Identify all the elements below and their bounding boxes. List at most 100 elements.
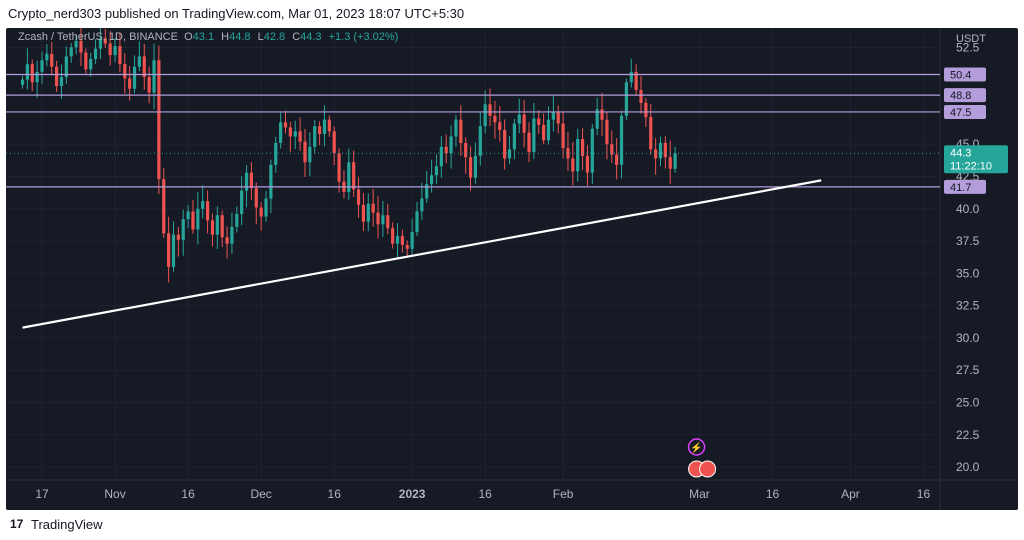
candle-body — [537, 118, 541, 125]
candle-body — [430, 175, 434, 185]
candle-body — [84, 52, 88, 70]
candle-body — [605, 119, 609, 145]
trendline — [22, 179, 822, 329]
open-label: O — [184, 31, 193, 43]
candle-body — [147, 77, 151, 93]
candle-body — [191, 211, 195, 230]
candle-body — [25, 64, 29, 80]
candle-body — [639, 89, 643, 103]
candle-body — [619, 115, 624, 165]
candle-body — [142, 56, 146, 78]
candle-body — [196, 208, 200, 230]
y-tick-label: 35.0 — [956, 266, 980, 280]
candle-body — [503, 130, 507, 159]
candle-body — [254, 188, 258, 208]
y-tick-label: 30.0 — [956, 331, 980, 345]
candle-body — [444, 146, 448, 154]
candle-body — [225, 237, 229, 244]
tradingview-brand[interactable]: TradingView — [31, 517, 103, 532]
candle-body — [118, 46, 122, 65]
candle-body — [590, 128, 594, 173]
candle-body — [152, 60, 156, 93]
level-label: 48.8 — [950, 90, 971, 102]
candle-body — [551, 111, 555, 120]
candle-body — [600, 109, 604, 120]
candle-body — [89, 58, 93, 70]
close-value: 44.3 — [300, 31, 322, 43]
candle-body — [610, 144, 614, 155]
level-label-box — [944, 67, 986, 82]
candle-body — [400, 235, 404, 245]
candle-body — [629, 71, 633, 83]
x-tick-label: 2023 — [399, 487, 426, 501]
candle-body — [498, 122, 502, 131]
y-tick-label: 40.0 — [956, 202, 980, 216]
level-label-box — [944, 104, 986, 119]
candle-body — [522, 114, 526, 133]
candle-body — [35, 71, 39, 83]
candle-body — [527, 132, 531, 152]
candle-body — [240, 190, 244, 214]
tradingview-logo-icon[interactable]: 17 — [10, 517, 24, 531]
x-tick-label: 16 — [917, 487, 931, 501]
candle-body — [376, 212, 380, 225]
candle-body — [361, 204, 366, 222]
candle-body — [303, 141, 307, 163]
candle-body — [459, 119, 463, 143]
candle-body — [381, 215, 385, 225]
candle-body — [405, 244, 409, 249]
candle-body — [532, 118, 536, 152]
candle-body — [649, 117, 653, 150]
candle-body — [167, 233, 171, 267]
publisher-header: Crypto_nerd303 published on TradingView.… — [0, 0, 1024, 28]
symbol-name[interactable]: Zcash / TetherUS, 1D, BINANCE — [18, 31, 178, 43]
candle-body — [186, 211, 190, 220]
chart-frame[interactable]: 52.5 45.0 42.5 40.0 37.5 35.0 32.5 30.0 27.5 25.0… — [6, 28, 1018, 510]
candle-body — [79, 40, 83, 53]
candle-body — [69, 47, 73, 57]
candle-body — [230, 226, 234, 244]
candle-body — [624, 82, 628, 116]
candle-body — [449, 136, 453, 154]
candle-body — [274, 142, 278, 165]
candle-body — [137, 56, 141, 67]
candle-body — [171, 234, 176, 267]
high-value: 44.8 — [229, 31, 251, 43]
candle-body — [264, 198, 268, 217]
candle-body — [493, 115, 497, 123]
candle-body — [308, 146, 312, 163]
candle-body — [585, 155, 590, 173]
candle-body — [235, 213, 239, 227]
candle-body — [425, 184, 429, 199]
y-tick-label: 20.0 — [956, 460, 980, 474]
candle-body — [571, 158, 575, 172]
price-countdown: 11:22:10 — [950, 160, 992, 172]
x-tick-label: Feb — [553, 487, 574, 501]
candle-body — [615, 154, 619, 165]
candle-body — [483, 104, 487, 127]
candle-body — [658, 142, 663, 159]
candle-body — [454, 119, 458, 137]
candle-body — [201, 201, 205, 209]
candle-body — [395, 235, 400, 244]
candle-body — [386, 215, 390, 229]
candle-body — [595, 109, 599, 129]
us-flag-event-icon-2 — [699, 460, 717, 478]
candle-body — [269, 164, 273, 199]
y-tick-label: 27.5 — [956, 363, 980, 377]
x-tick-label: Mar — [689, 487, 710, 501]
candle-body — [634, 71, 638, 90]
level-label: 50.4 — [950, 69, 971, 81]
candle-body — [576, 139, 580, 172]
open-value: 43.1 — [192, 31, 215, 43]
candle-body — [103, 38, 107, 44]
candle-body — [654, 149, 658, 159]
candle-body — [30, 64, 34, 83]
currency-label: USDT — [956, 33, 986, 45]
candle-body — [108, 43, 112, 56]
candle-body — [298, 131, 302, 142]
candlestick-chart[interactable]: 52.545.042.540.037.535.032.530.027.525.0… — [6, 28, 1018, 510]
close-label: C — [292, 31, 301, 43]
x-tick-label: 17 — [35, 487, 49, 501]
footer: 17 TradingView — [0, 510, 1024, 540]
